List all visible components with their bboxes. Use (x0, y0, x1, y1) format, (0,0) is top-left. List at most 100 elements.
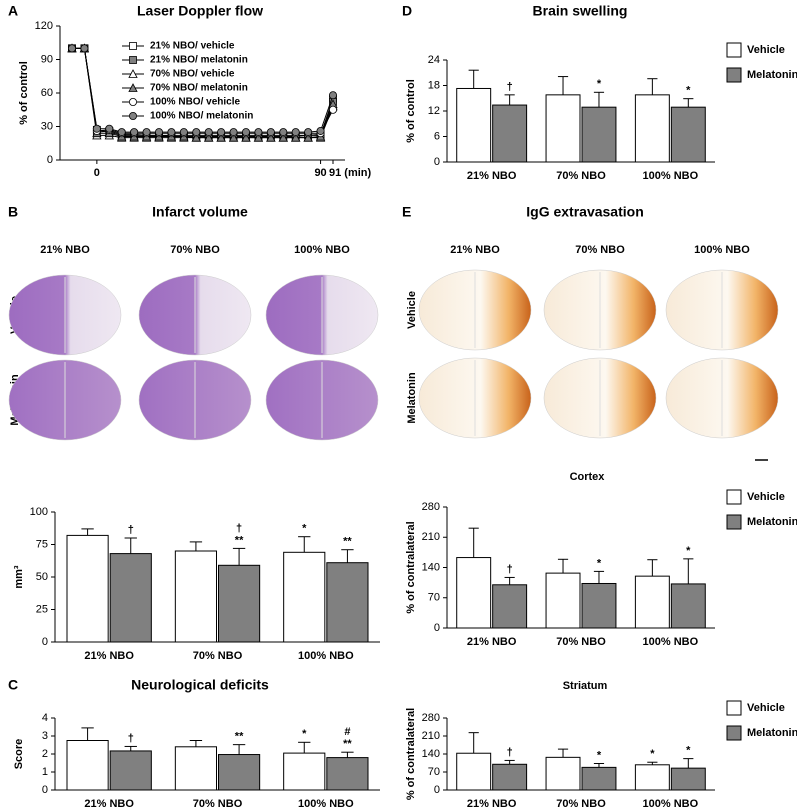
marker (241, 128, 250, 137)
y-tick-label: 12 (428, 105, 440, 117)
y-tick-label: 3 (42, 730, 48, 742)
significance-mark: † (507, 563, 513, 575)
bar (492, 584, 528, 629)
legend-swatch (726, 514, 742, 530)
y-axis-title: mm³ (13, 565, 25, 589)
bar (492, 763, 528, 791)
bar (174, 746, 217, 791)
column-label: 70% NBO (170, 244, 220, 256)
legend-label: 70% NBO/ vehicle (150, 69, 235, 80)
bar (283, 752, 326, 791)
bar (66, 740, 109, 791)
bar (456, 87, 492, 163)
marker (191, 132, 201, 142)
column-label: 70% NBO (575, 244, 625, 256)
bar (218, 564, 261, 643)
legend-label: 100% NBO/ vehicle (150, 97, 240, 108)
x-tick-label: 70% NBO (556, 170, 606, 182)
marker (105, 124, 114, 133)
marker (154, 128, 163, 137)
bar (581, 766, 617, 791)
marker (241, 132, 251, 142)
x-tick-label: 70% NBO (556, 636, 606, 648)
significance-mark: * (302, 728, 307, 740)
marker (229, 128, 238, 137)
y-tick-label: 0 (42, 784, 48, 796)
legend-swatch (726, 42, 742, 58)
legend-marker (129, 56, 137, 64)
marker (167, 128, 176, 137)
bar (545, 572, 581, 629)
significance-mark: * (686, 85, 691, 97)
y-tick-label: 18 (428, 79, 440, 91)
bar (174, 550, 217, 643)
column-label: 21% NBO (450, 244, 500, 256)
series-line (72, 47, 334, 138)
panel-letter: E (402, 204, 411, 220)
legend-label: 70% NBO/ melatonin (150, 83, 248, 94)
bar (109, 553, 152, 643)
legend-label: Vehicle (747, 44, 785, 56)
bar (218, 754, 261, 791)
significance-mark: * (597, 749, 602, 761)
marker (266, 132, 276, 142)
significance-mark: * (686, 545, 691, 557)
legend-swatch (726, 725, 742, 741)
series-line (72, 47, 334, 133)
chart-title: Neurological deficits (131, 677, 269, 693)
column-label: 100% NBO (294, 244, 350, 256)
significance-mark: * (302, 523, 307, 535)
bar (492, 104, 528, 163)
panel-letter: A (8, 3, 18, 19)
panel-letter: B (8, 204, 18, 220)
bar (670, 106, 706, 163)
legend-label: Melatonin (747, 727, 797, 739)
legend-label: 21% NBO/ vehicle (150, 41, 235, 52)
marker (68, 44, 77, 53)
legend-label: 100% NBO/ melatonin (150, 111, 253, 122)
legend-label: 21% NBO/ melatonin (150, 55, 248, 66)
significance-mark: # (344, 726, 350, 738)
panel-letter: C (8, 677, 18, 693)
bar (456, 557, 492, 629)
chart-title: Laser Doppler flow (137, 3, 263, 19)
y-tick-label: 0 (47, 154, 53, 166)
y-tick-label: 70 (428, 766, 440, 778)
significance-mark: ** (235, 731, 244, 743)
marker (217, 128, 226, 137)
significance-mark: * (597, 78, 602, 90)
bar (326, 562, 369, 643)
marker (291, 128, 300, 137)
x-tick-label: 91 (min) (329, 167, 372, 179)
marker (142, 128, 151, 137)
chart-title: Striatum (563, 680, 608, 692)
y-axis-title: % of control (405, 79, 417, 143)
significance-mark: * (686, 745, 691, 757)
panel-title: Infarct volume (152, 204, 248, 220)
column-label: 21% NBO (40, 244, 90, 256)
series-line (72, 47, 334, 134)
x-tick-label: 100% NBO (643, 636, 699, 648)
marker (316, 126, 325, 135)
legend-label: Melatonin (747, 69, 797, 81)
marker (303, 132, 313, 142)
chart-title: Cortex (570, 471, 606, 483)
legend-label: Vehicle (747, 491, 785, 503)
x-tick-label: 21% NBO (467, 636, 517, 648)
y-tick-label: 24 (428, 54, 440, 66)
y-tick-label: 100 (30, 506, 48, 518)
x-tick-label: 100% NBO (298, 650, 354, 662)
significance-mark: ** (343, 536, 352, 548)
marker (228, 132, 239, 142)
x-tick-label: 90 (314, 167, 326, 179)
legend-marker (128, 112, 137, 121)
y-tick-label: 30 (41, 120, 53, 132)
legend-label: Melatonin (747, 516, 797, 528)
y-tick-label: 120 (35, 20, 53, 32)
significance-mark: ** (343, 738, 352, 750)
x-tick-label: 21% NBO (467, 798, 517, 809)
x-tick-label: 70% NBO (556, 798, 606, 809)
marker (80, 44, 89, 53)
y-tick-label: 280 (422, 501, 440, 513)
